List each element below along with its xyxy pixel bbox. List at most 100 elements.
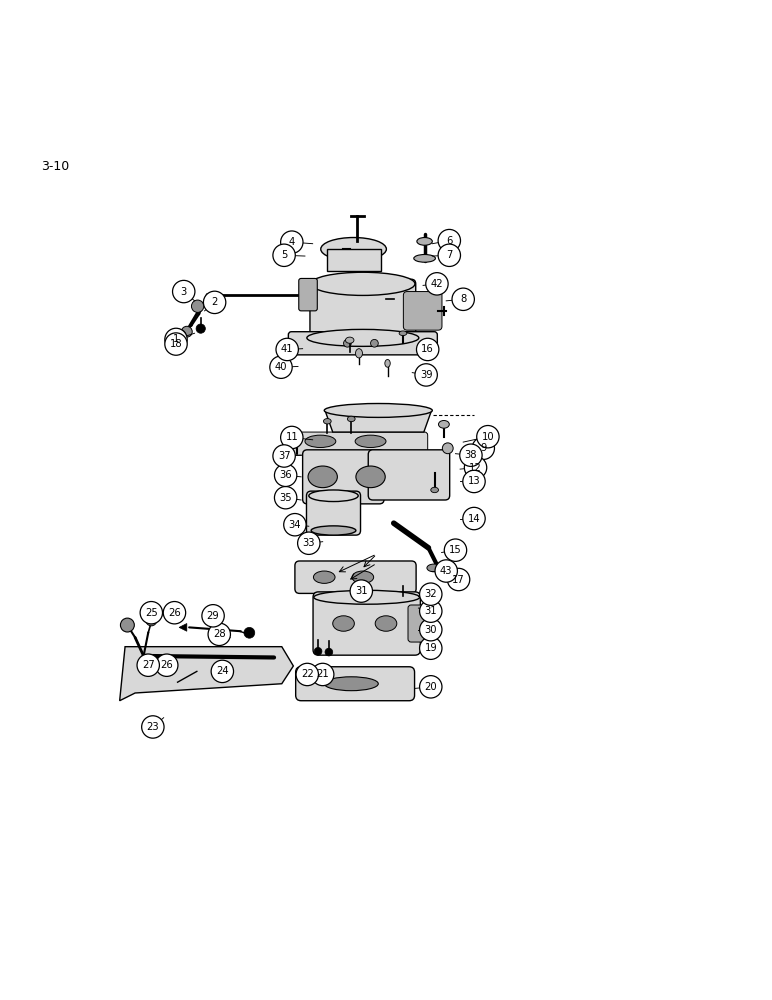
Ellipse shape	[333, 616, 354, 631]
Circle shape	[196, 324, 205, 333]
Circle shape	[142, 716, 164, 738]
Text: 18: 18	[170, 339, 182, 349]
Text: 29: 29	[207, 611, 219, 621]
FancyBboxPatch shape	[368, 450, 449, 500]
Ellipse shape	[399, 331, 407, 336]
FancyBboxPatch shape	[283, 432, 428, 455]
Polygon shape	[179, 624, 187, 631]
Ellipse shape	[355, 435, 386, 448]
Text: 7: 7	[446, 250, 452, 260]
Circle shape	[462, 507, 486, 530]
Ellipse shape	[310, 272, 415, 295]
FancyBboxPatch shape	[306, 491, 361, 535]
Text: 38: 38	[465, 450, 477, 460]
Circle shape	[283, 514, 306, 536]
Text: 28: 28	[213, 629, 225, 639]
Ellipse shape	[313, 571, 335, 583]
Text: 19: 19	[425, 643, 437, 653]
Circle shape	[350, 580, 373, 602]
Text: 26: 26	[161, 660, 173, 670]
Circle shape	[415, 364, 437, 386]
Text: 14: 14	[468, 514, 480, 524]
Text: 31: 31	[425, 606, 437, 616]
Circle shape	[137, 654, 160, 676]
Circle shape	[296, 663, 319, 686]
Ellipse shape	[431, 487, 438, 493]
FancyBboxPatch shape	[408, 605, 434, 642]
Text: 3: 3	[181, 287, 187, 297]
Circle shape	[172, 329, 186, 343]
Ellipse shape	[347, 416, 355, 422]
Circle shape	[273, 244, 295, 266]
Circle shape	[297, 532, 320, 554]
Text: 20: 20	[425, 682, 437, 692]
Circle shape	[444, 539, 466, 561]
Circle shape	[325, 648, 333, 656]
Circle shape	[425, 273, 448, 295]
Text: 3-10: 3-10	[41, 160, 69, 173]
Circle shape	[472, 437, 494, 459]
Ellipse shape	[375, 616, 397, 631]
Circle shape	[452, 288, 474, 310]
Circle shape	[269, 356, 292, 378]
Circle shape	[417, 338, 439, 361]
Circle shape	[211, 660, 233, 683]
Text: 4: 4	[289, 237, 295, 247]
Circle shape	[420, 600, 442, 622]
Text: 24: 24	[216, 666, 229, 676]
Circle shape	[476, 426, 499, 448]
FancyBboxPatch shape	[296, 667, 415, 701]
Circle shape	[420, 637, 442, 659]
Text: 1: 1	[173, 334, 179, 344]
Text: 43: 43	[440, 566, 452, 576]
Text: 17: 17	[452, 575, 465, 585]
Ellipse shape	[321, 238, 386, 261]
Text: 32: 32	[425, 589, 437, 599]
FancyBboxPatch shape	[288, 332, 437, 355]
Text: 10: 10	[482, 432, 494, 442]
Text: 27: 27	[142, 660, 154, 670]
Ellipse shape	[384, 359, 390, 367]
Text: 26: 26	[168, 608, 181, 618]
Text: 36: 36	[279, 470, 292, 480]
Text: 21: 21	[317, 669, 329, 679]
Ellipse shape	[313, 590, 420, 604]
Circle shape	[202, 605, 224, 627]
Circle shape	[273, 445, 295, 467]
Ellipse shape	[427, 564, 441, 572]
Circle shape	[280, 231, 303, 253]
Text: 22: 22	[301, 669, 313, 679]
Circle shape	[276, 338, 298, 361]
Circle shape	[438, 244, 460, 266]
Ellipse shape	[293, 437, 301, 442]
Ellipse shape	[417, 238, 432, 245]
Text: 34: 34	[289, 520, 301, 530]
Ellipse shape	[355, 349, 363, 358]
Text: 39: 39	[420, 370, 432, 380]
Ellipse shape	[311, 526, 356, 535]
Circle shape	[420, 583, 442, 605]
Polygon shape	[120, 647, 293, 701]
Circle shape	[280, 426, 303, 449]
Circle shape	[435, 560, 457, 582]
Text: 2: 2	[212, 297, 218, 307]
Ellipse shape	[344, 339, 351, 347]
Circle shape	[438, 229, 460, 252]
Text: 5: 5	[281, 250, 287, 260]
Text: 23: 23	[147, 722, 159, 732]
Text: 25: 25	[145, 608, 157, 618]
FancyBboxPatch shape	[303, 450, 384, 504]
Ellipse shape	[352, 571, 374, 583]
Circle shape	[420, 619, 442, 641]
Ellipse shape	[371, 339, 378, 347]
Polygon shape	[325, 410, 432, 432]
Text: 31: 31	[355, 586, 367, 596]
Circle shape	[172, 280, 195, 303]
Text: 9: 9	[480, 443, 486, 453]
Circle shape	[244, 627, 255, 638]
Circle shape	[447, 568, 469, 591]
Text: 11: 11	[286, 432, 298, 442]
Circle shape	[204, 291, 225, 314]
Circle shape	[442, 443, 453, 454]
Ellipse shape	[324, 404, 432, 417]
